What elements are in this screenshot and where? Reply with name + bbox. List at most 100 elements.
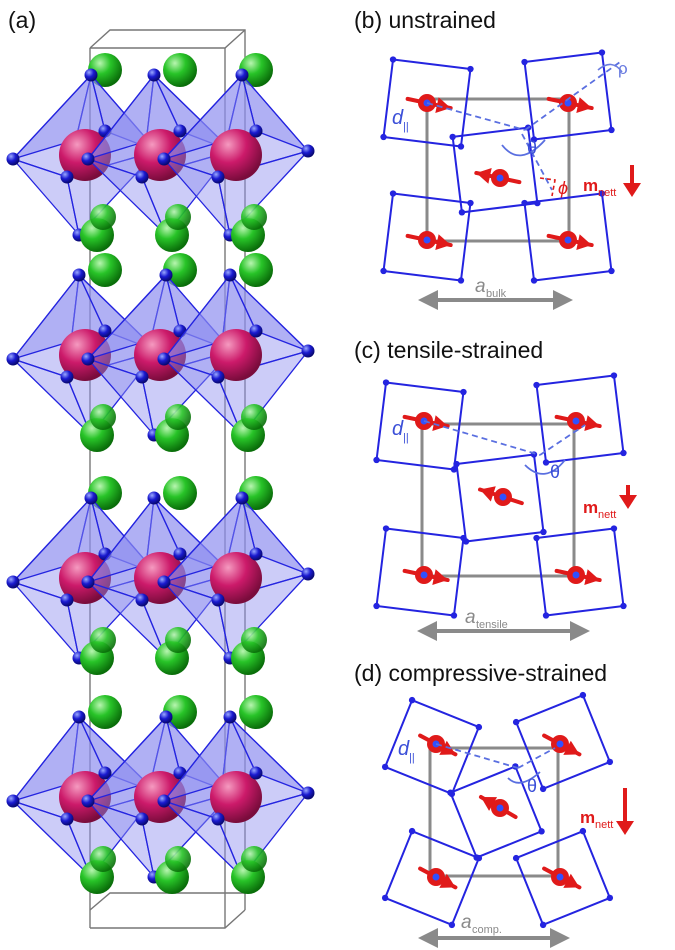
- guide-line: [521, 133, 553, 191]
- oxygen-dot: [530, 277, 538, 284]
- oxygen-atom: [173, 124, 187, 138]
- a-site-atom: [241, 846, 267, 872]
- rho-label-b: ρ: [618, 59, 628, 78]
- oxygen-atom: [81, 352, 95, 366]
- oxygen-atom: [223, 710, 237, 724]
- oxygen-dot: [447, 789, 454, 796]
- oxygen-dot: [467, 199, 474, 207]
- unit-cell: [425, 97, 571, 243]
- oxygen-atom: [72, 268, 86, 282]
- oxygen-atom: [6, 152, 20, 166]
- m-nett-label-c: m: [583, 498, 598, 517]
- oxygen-dot: [389, 190, 397, 197]
- b-site-core: [572, 417, 580, 425]
- oxygen-dot: [453, 460, 460, 468]
- oxygen-dot: [460, 388, 467, 396]
- oxygen-dot: [408, 827, 416, 835]
- a-site-atom: [90, 846, 116, 872]
- oxygen-dot: [380, 133, 387, 141]
- oxygen-dot: [475, 723, 483, 731]
- oxygen-dot: [457, 143, 465, 150]
- oxygen-atom: [98, 324, 112, 338]
- m-nett-sub-d: nett: [595, 819, 613, 831]
- b-site-core: [564, 236, 572, 244]
- a-site-atom: [165, 204, 191, 230]
- oxygen-dot: [457, 277, 465, 284]
- b-site-core: [556, 740, 564, 748]
- panel-d-annotations: d || θ m nett a comp.: [398, 738, 613, 936]
- oxygen-atom: [60, 593, 74, 607]
- oxygen-dot: [533, 381, 540, 389]
- oxygen-dot: [539, 921, 547, 929]
- a-comp-label: a: [461, 912, 472, 933]
- oxygen-atom: [249, 324, 263, 338]
- a-site-atom: [90, 204, 116, 230]
- oxygen-dot: [460, 534, 467, 542]
- oxygen-dot: [606, 894, 614, 902]
- spin-arrow-head: [563, 740, 580, 755]
- oxygen-atom: [159, 268, 173, 282]
- a-site-atom: [239, 695, 273, 729]
- unit-cell-edge: [90, 909, 246, 929]
- oxygen-atom: [211, 170, 225, 184]
- unit-cell-edge: [89, 29, 246, 910]
- oxygen-dot: [542, 459, 550, 466]
- a-site-atom: [88, 253, 122, 287]
- a-site-atom: [163, 253, 197, 287]
- oxygen-dot: [538, 828, 545, 835]
- oxygen-atom: [135, 170, 149, 184]
- oxygen-dot: [598, 49, 606, 56]
- a-bulk-label: a: [475, 276, 486, 297]
- oxygen-dot: [512, 854, 520, 862]
- oxygen-dot: [608, 126, 615, 134]
- m-nett-sub-c: nett: [598, 509, 616, 521]
- oxygen-dot: [448, 921, 456, 929]
- oxygen-dot: [620, 602, 627, 610]
- oxygen-atom: [249, 124, 263, 138]
- oxygen-dot: [373, 456, 380, 464]
- oxygen-atom: [173, 547, 187, 561]
- a-site-atom: [241, 627, 267, 653]
- oxygen-dot: [540, 528, 547, 536]
- perovskite-structure: [6, 29, 315, 929]
- oxygen-atom: [301, 144, 315, 158]
- spin-arrow-head: [432, 569, 448, 585]
- a-site-atom: [90, 627, 116, 653]
- rho-arc: [597, 63, 623, 73]
- d-parallel-label-b: d: [392, 107, 404, 129]
- tilt-angle-arc: [507, 771, 541, 784]
- oxygen-atom: [211, 370, 225, 384]
- spin-arrow-head: [576, 97, 592, 113]
- a-site-atom: [165, 846, 191, 872]
- unstrained-diagram: [380, 49, 641, 310]
- spin-arrow-head: [480, 797, 498, 811]
- oxygen-dot: [512, 718, 520, 726]
- a-site-atom: [165, 627, 191, 653]
- m-nett-label-d: m: [580, 808, 595, 827]
- oxygen-dot: [380, 267, 387, 275]
- oxygen-dot: [521, 199, 528, 207]
- spin-arrow-head: [439, 873, 456, 888]
- b-site-atom: [210, 552, 262, 604]
- oxygen-atom: [157, 352, 171, 366]
- perovskite-layer: [6, 476, 315, 675]
- tilt-angle-arc: [524, 459, 566, 475]
- oxygen-dot: [389, 56, 397, 63]
- a-tensile-sub: tensile: [476, 619, 508, 631]
- panel-c-label: (c) tensile-strained: [354, 337, 543, 363]
- oxygen-dot: [606, 758, 614, 766]
- oxygen-dot: [533, 534, 540, 542]
- unit-cell: [420, 422, 576, 578]
- guide-line: [435, 743, 519, 769]
- b-site-core: [496, 174, 504, 182]
- oxygen-dot: [381, 763, 389, 771]
- oxygen-atom: [84, 491, 98, 505]
- perovskite-layer: [6, 253, 315, 452]
- oxygen-atom: [235, 491, 249, 505]
- oxygen-atom: [6, 575, 20, 589]
- oxygen-dot: [450, 466, 458, 473]
- a-site-atom: [239, 476, 273, 510]
- phi-guide: [539, 177, 556, 197]
- a-site-atom: [88, 53, 122, 87]
- oxygen-dot: [382, 525, 390, 532]
